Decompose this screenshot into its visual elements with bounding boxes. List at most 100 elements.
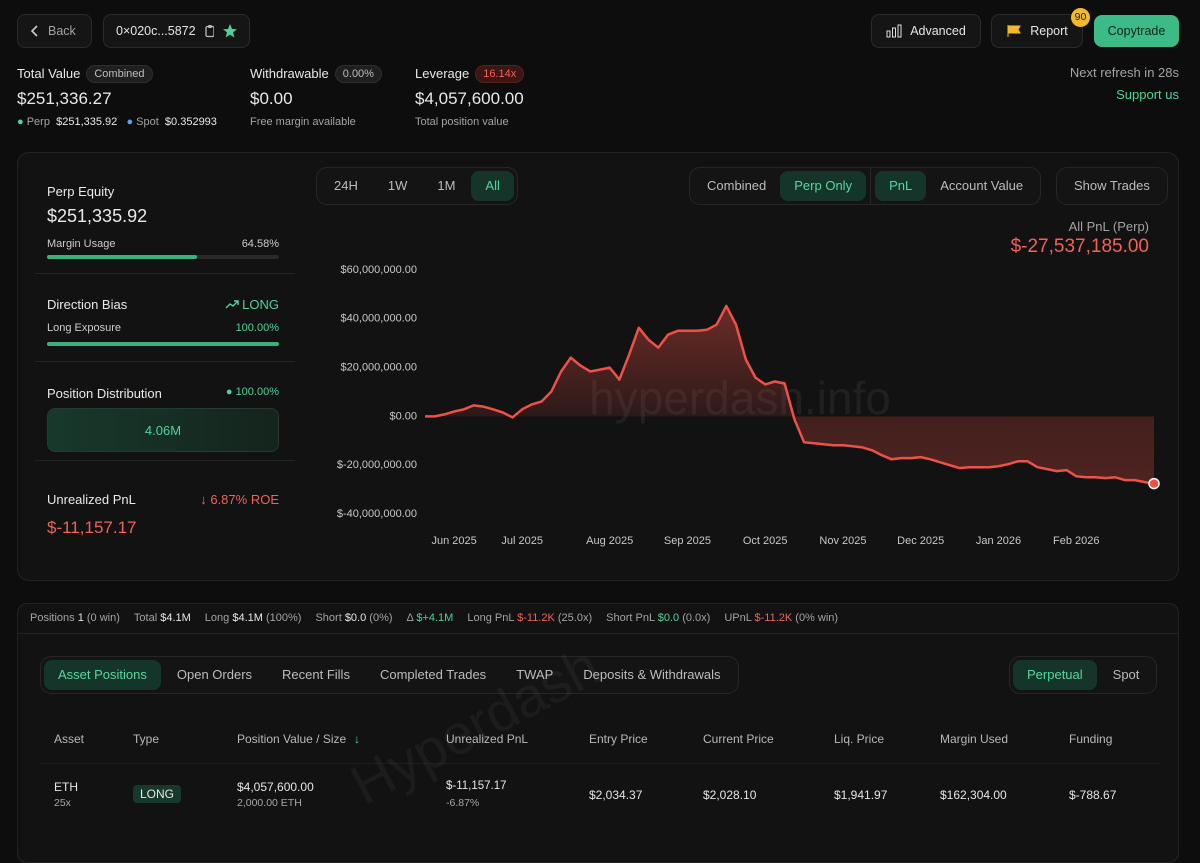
column-header[interactable]: Margin Used xyxy=(940,732,1009,746)
x-tick-label: Dec 2025 xyxy=(897,535,944,547)
metric-button[interactable]: Account Value xyxy=(940,178,1024,193)
market-tab[interactable]: Spot xyxy=(1112,667,1140,682)
tab[interactable]: Completed Trades xyxy=(379,667,487,682)
perp-dot: ● xyxy=(17,116,24,128)
long-exposure-label: Long Exposure xyxy=(47,322,121,334)
column-header[interactable]: Type xyxy=(133,732,160,746)
column-header[interactable]: Current Price xyxy=(703,732,774,746)
distribution-amount: 4.06M xyxy=(144,423,182,438)
stat: Long PnL $-11.2K (25.0x) xyxy=(467,612,592,624)
distribution-box: 4.06M xyxy=(47,408,279,452)
tag: 16.14x xyxy=(475,65,525,83)
positions-panel xyxy=(17,603,1179,863)
report-button[interactable]: Report xyxy=(991,14,1083,48)
chart-headline: $-27,537,185.00 xyxy=(1010,236,1149,257)
show-trades-button[interactable]: Show Trades xyxy=(1074,178,1150,193)
address-pill: 0×020c...5872 xyxy=(103,14,250,48)
stat-value: 1 xyxy=(77,612,84,624)
margin-track xyxy=(47,255,279,259)
x-tick-label: Jun 2025 xyxy=(432,535,477,547)
chart-title: All PnL (Perp) xyxy=(1068,219,1149,234)
stat-value: $0.0 xyxy=(344,612,367,624)
withdrawable-note: Free margin available xyxy=(250,116,356,128)
margin-used: $162,304.00 xyxy=(940,788,1007,802)
withdrawable-value: $0.00 xyxy=(250,89,293,108)
y-tick-label: $0.00 xyxy=(389,410,417,422)
favorite-star[interactable] xyxy=(222,23,237,39)
report-badge: 90 xyxy=(1071,8,1090,27)
metric-button[interactable]: PnL xyxy=(875,171,927,201)
exposure-fill xyxy=(47,342,279,346)
tab[interactable]: Deposits & Withdrawals xyxy=(583,667,721,682)
stat-label: Long PnL xyxy=(467,612,515,624)
label: Withdrawable xyxy=(250,66,329,81)
column-header[interactable]: Position Value / Size xyxy=(237,732,347,746)
stat: Positions 1 (0 win) xyxy=(30,612,120,624)
stat-label: Positions xyxy=(30,612,75,624)
tab[interactable]: Asset Positions xyxy=(44,660,161,690)
range-selector: 24H 1W 1M All xyxy=(316,167,518,205)
margin-usage-value: 64.58% xyxy=(241,238,279,250)
x-tick-label: Jan 2026 xyxy=(976,535,1021,547)
sort-icon[interactable]: ↓ xyxy=(354,732,360,746)
perp-label: Perp xyxy=(26,116,50,128)
long-exposure-value: 100.00% xyxy=(235,322,279,334)
tab[interactable]: TWAP xyxy=(516,667,554,682)
stat-value: $4.1M xyxy=(160,612,191,624)
pnl-chart: hyperdash.info$-40,000,000.00$-20,000,00… xyxy=(337,264,1160,547)
dot: ● xyxy=(225,386,233,398)
range-button[interactable]: 24H xyxy=(334,178,358,193)
distribution-pct: 100.00% xyxy=(235,386,279,398)
tab[interactable]: Open Orders xyxy=(176,667,253,682)
stat-label: UPnL xyxy=(724,612,752,624)
mode-button[interactable]: Perp Only xyxy=(780,171,867,201)
stat-note: (25.0x) xyxy=(557,612,593,624)
column-header[interactable]: Funding xyxy=(1069,732,1113,746)
copy-icon[interactable] xyxy=(204,24,215,38)
spot-label: Spot xyxy=(136,116,159,128)
stat-label: Short xyxy=(315,612,342,624)
page: Trader dashboard { "header": {"back": "B… xyxy=(17,8,1179,863)
direction-label: Direction Bias xyxy=(47,297,128,312)
roe-text: 6.87% ROE xyxy=(210,492,279,507)
advanced-icon xyxy=(886,24,902,38)
leverage-label-row: Leverage 16.14x xyxy=(415,65,525,83)
asset-leverage: 25x xyxy=(54,797,71,809)
back-icon xyxy=(30,25,38,37)
range-button[interactable]: All xyxy=(471,171,514,201)
divider xyxy=(35,361,295,362)
column-header[interactable]: Liq. Price xyxy=(834,732,885,746)
advanced-button[interactable]: Advanced xyxy=(871,14,981,48)
label: Leverage xyxy=(415,66,470,81)
chart-panel xyxy=(17,152,1179,581)
stat-value: $-11.2K xyxy=(754,612,793,624)
x-tick-label: Aug 2025 xyxy=(586,535,633,547)
stat: UPnL $-11.2K (0% win) xyxy=(724,612,838,624)
direction-value: LONG xyxy=(225,297,279,312)
back-label: Back xyxy=(48,24,76,38)
upnl-label: Unrealized PnL xyxy=(47,492,136,507)
market-tab[interactable]: Perpetual xyxy=(1013,660,1097,690)
column-header[interactable]: Entry Price xyxy=(589,732,648,746)
column-header[interactable]: Unrealized PnL xyxy=(446,732,529,746)
trend-icon xyxy=(225,300,239,309)
funding: $-788.67 xyxy=(1069,788,1117,802)
support-link[interactable]: Support us xyxy=(1116,87,1179,102)
stat-label: Long xyxy=(204,612,230,624)
area xyxy=(425,305,1154,484)
stat-note: (0% win) xyxy=(795,612,839,624)
upnl-pct: -6.87% xyxy=(446,797,480,809)
x-tick-label: Jul 2025 xyxy=(501,535,543,547)
stat-value: $+4.1M xyxy=(416,612,454,624)
tab[interactable]: Recent Fills xyxy=(282,667,350,682)
stat-value: $0.0 xyxy=(657,612,680,624)
mode-button[interactable]: Combined xyxy=(707,178,767,193)
total-value-label-row: Total Value Combined xyxy=(17,65,153,83)
range-button[interactable]: 1M xyxy=(437,178,456,193)
copytrade-button[interactable]: Copytrade xyxy=(1094,15,1179,47)
withdrawable-label-row: Withdrawable 0.00% xyxy=(250,65,382,83)
asset: ETH xyxy=(54,780,78,794)
range-button[interactable]: 1W xyxy=(387,178,408,193)
column-header[interactable]: Asset xyxy=(54,732,85,746)
back-button[interactable]: Back xyxy=(17,14,92,48)
